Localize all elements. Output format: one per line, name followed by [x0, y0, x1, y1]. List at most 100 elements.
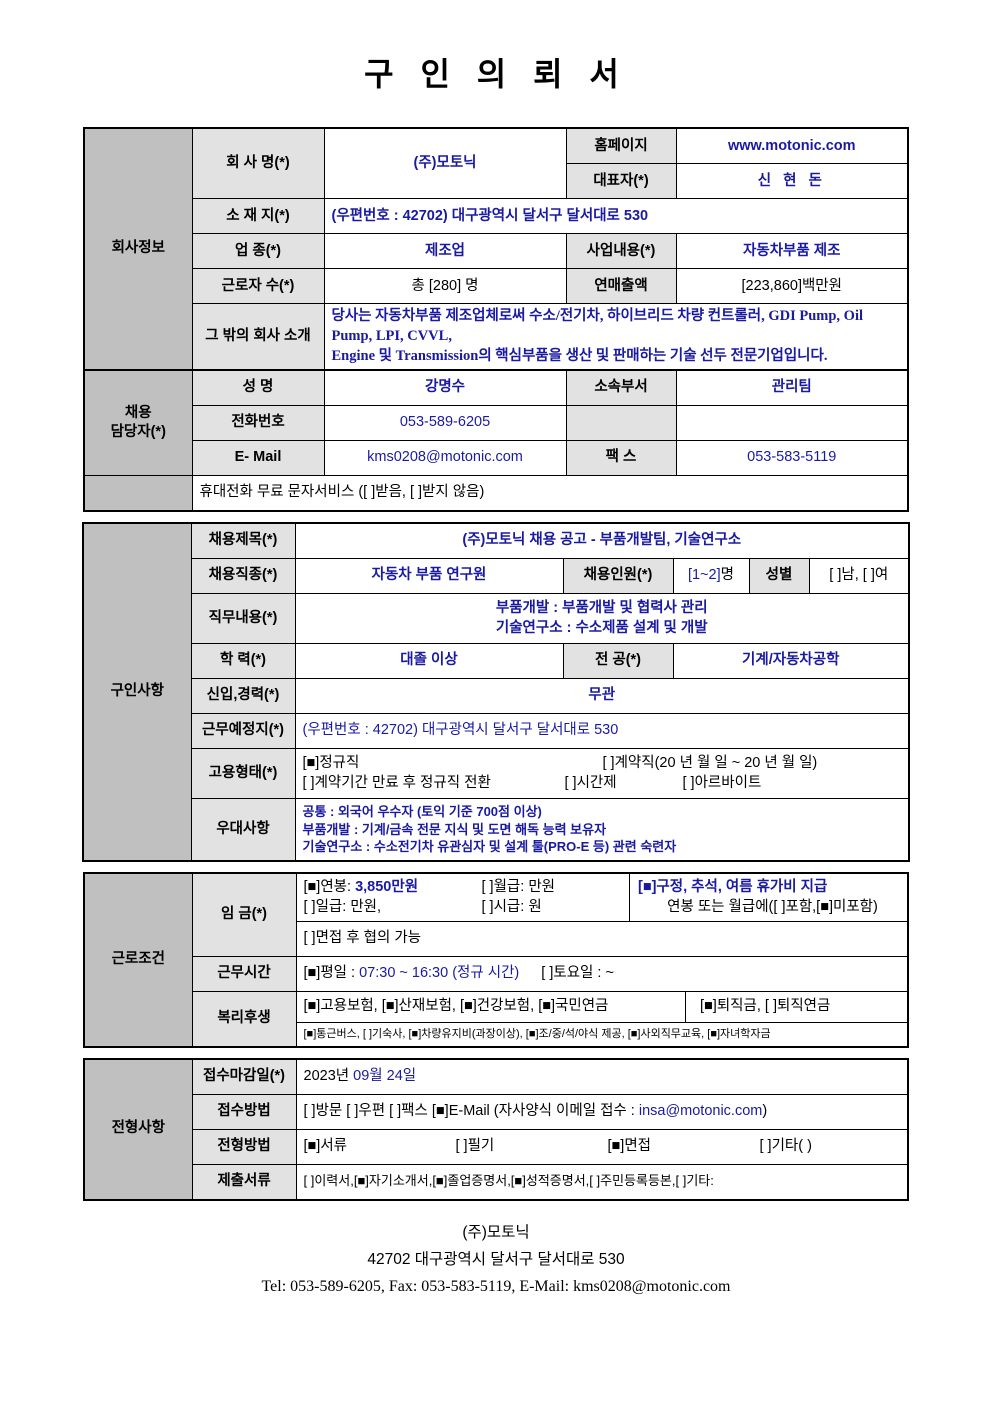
value-address: (우편번호 : 42702) 대구광역시 달서구 달서대로 530 [323, 198, 909, 235]
wage-daily-checkbox[interactable]: [ ]일급: 만원, [303, 898, 382, 915]
table-row: 회사정보 회 사 명(*) (주)모토닉 홈페이지 www.motonic.co… [83, 127, 909, 371]
emptype-parttime-checkbox[interactable]: [ ]시간제 [564, 774, 617, 791]
label-preference: 우대사항 [190, 798, 296, 862]
value-revenue: [223,860]백만원 [675, 268, 909, 305]
label-major: 전 공(*) [562, 643, 674, 680]
label-contact-dept: 소속부서 [565, 369, 677, 407]
selection-method-row: [■]서류 [ ]필기 [■]면접 [ ]기타( ) [304, 1137, 904, 1157]
method-written-checkbox[interactable]: [ ]필기 [455, 1137, 495, 1154]
table-row: 복리후생 [■]고용보험, [■]산재보험, [■]건강보험, [■]국민연금 … [84, 991, 909, 1047]
value-preference: 공통 : 외국어 우수자 (토익 기준 700점 이상) 부품개발 : 기계/금… [294, 798, 910, 862]
value-sms-service-note: 휴대전화 무료 문자서비스 ([ ]받음, [ ]받지 않음) [191, 475, 909, 512]
label-contact-email: E- Mail [191, 440, 325, 477]
value-job-position: 자동차 부품 연구원 [294, 558, 564, 595]
label-wage: 임 금(*) [191, 872, 297, 958]
label-contact-fax: 팩 스 [565, 440, 677, 477]
bonus-holiday-checkbox[interactable]: [■]구정, 추석, 여름 휴가비 지급 [638, 878, 828, 895]
wage-split: [■]연봉: 3,850만원 [ ]월급: 만원 [ ]일급: 만원, [ ]시… [297, 873, 908, 922]
method-other-checkbox[interactable]: [ ]기타( ) [759, 1137, 812, 1154]
required-documents-checkboxes[interactable]: [ ]이력서,[■]자기소개서,[■]졸업증명서,[■]성적증명서,[ ]주민등… [303, 1172, 714, 1188]
emptype-arbeit-checkbox[interactable]: [ ]아르바이트 [682, 774, 762, 791]
value-contact-fax: 053-583-5119 [675, 440, 909, 477]
label-experience: 신입,경력(*) [190, 678, 296, 715]
hours-weekday-checkbox[interactable]: [■]평일 : 07:30 ~ 16:30 (정규 시간) [303, 965, 520, 982]
value-welfare: [■]고용보험, [■]산재보험, [■]건강보험, [■]국민연금 [■]퇴직… [295, 991, 909, 1047]
welfare-retirement-group[interactable]: [■]퇴직금, [ ]퇴직연금 [685, 992, 907, 1022]
value-contact-dept: 관리팀 [675, 369, 909, 407]
bonus-inclusion-checkbox[interactable]: 연봉 또는 월급에([ ]포함,[■]미포함) [667, 898, 878, 915]
label-contact-name: 성 명 [191, 369, 325, 407]
value-gender: [ ]남, [ ]여 [808, 558, 910, 595]
value-worksite: (우편번호 : 42702) 대구광역시 달서구 달서대로 530 [294, 713, 910, 750]
value-homepage: www.motonic.com [675, 127, 909, 165]
emptype-regular-checkbox[interactable]: [■]정규직 [302, 755, 360, 772]
value-company-name: (주)모토닉 [323, 127, 567, 200]
value-ceo: 신 현 돈 [675, 163, 909, 200]
wage-hourly-checkbox[interactable]: [ ]시급: 원 [481, 898, 542, 915]
company-intro-line-1: 당사는 자동차부품 제조업체로써 수소/전기차, 하이브리드 차량 컨트롤러, … [331, 308, 864, 344]
footer-address: 42702 대구광역시 달서구 달서대로 530 [367, 1250, 625, 1268]
table-row: 접수방법 [ ]방문 [ ]우편 [ ]팩스 [■]E-Mail (자사양식 이… [84, 1093, 909, 1130]
label-job-position: 채용직종(*) [190, 558, 296, 595]
table-row: 그 밖의 회사 소개 당사는 자동차부품 제조업체로써 수소/전기차, 하이브리… [84, 303, 909, 371]
wage-monthly-checkbox[interactable]: [ ]월급: 만원 [481, 878, 556, 895]
company-intro-line-2: Engine 및 Transmission의 핵심부품을 생산 및 판매하는 기… [331, 347, 828, 364]
value-headcount: [1~2]명 [672, 558, 750, 595]
value-blank-spacer [675, 405, 909, 442]
footer-contact: Tel: 053-589-6205, Fax: 053-583-5119, E-… [261, 1277, 731, 1295]
deadline-day: 24일 [386, 1067, 417, 1084]
method-document-checkbox[interactable]: [■]서류 [303, 1137, 348, 1154]
method-interview-checkbox[interactable]: [■]면접 [607, 1137, 652, 1154]
company-and-contact-table: 회사정보 회 사 명(*) (주)모토닉 홈페이지 www.motonic.co… [83, 127, 909, 513]
label-company-intro: 그 밖의 회사 소개 [191, 303, 325, 371]
emptype-convert-checkbox[interactable]: [ ]계약기간 만료 후 정규직 전환 [302, 774, 491, 791]
value-employment-type: [■]정규직 [ ]계약직(20 년 월 일 ~ 20 년 월 일) [ ]계약… [294, 748, 910, 800]
table-row: 구인사항 채용제목(*) (주)모토닉 채용 공고 - 부품개발팀, 기술연구소 [82, 522, 910, 862]
hours-saturday-checkbox[interactable]: [ ]토요일 : ~ [541, 965, 614, 982]
document-footer: (주)모토닉 42702 대구광역시 달서구 달서대로 530 Tel: 053… [0, 1219, 992, 1301]
label-headcount: 채용인원(*) [562, 558, 674, 595]
working-conditions-table: 근로조건 임 금(*) [■]연봉: 3,850만원 [ ]월급: 만원 [ ]… [83, 871, 909, 1048]
preference-line-3: 기술연구소 : 수소전기차 유관심자 및 설계 툴(PRO-E 등) 관련 숙련… [302, 839, 677, 855]
duties-line-2: 기술연구소 : 수소제품 설계 및 개발 [495, 619, 708, 636]
wage-annual-checkbox[interactable]: [■]연봉: 3,850만원 [303, 878, 419, 895]
value-education: 대졸 이상 [294, 643, 564, 680]
page-title: 구 인 의 뢰 서 [364, 56, 628, 92]
value-working-hours: [■]평일 : 07:30 ~ 16:30 (정규 시간) [ ]토요일 : ~ [295, 956, 909, 993]
label-selection-method: 전형방법 [191, 1128, 297, 1165]
table-row: 업 종(*) 제조업 사업내용(*) 자동차부품 제조 [84, 233, 909, 270]
table-row: 근로조건 임 금(*) [■]연봉: 3,850만원 [ ]월급: 만원 [ ]… [83, 872, 909, 1047]
table-row: 근무시간 [■]평일 : 07:30 ~ 16:30 (정규 시간) [ ]토요… [84, 956, 909, 993]
label-required-documents: 제출서류 [191, 1163, 297, 1200]
value-selection-method: [■]서류 [ ]필기 [■]면접 [ ]기타( ) [295, 1128, 909, 1165]
apply-method-checkboxes[interactable]: [ ]방문 [ ]우편 [ ]팩스 [■]E-Mail (자사양식 이메일 접수… [303, 1102, 639, 1119]
bonus-group: [■]구정, 추석, 여름 휴가비 지급 연봉 또는 월급에([ ]포함,[■]… [629, 873, 907, 922]
section-label-company-info: 회사정보 [83, 127, 193, 371]
label-education: 학 력(*) [190, 643, 296, 680]
label-company-name: 회 사 명(*) [191, 127, 325, 200]
footer-company-name: (주)모토닉 [462, 1223, 530, 1241]
value-job-title: (주)모토닉 채용 공고 - 부품개발팀, 기술연구소 [294, 522, 910, 560]
emptype-contract-checkbox[interactable]: [ ]계약직(20 년 월 일 ~ 20 년 월 일) [602, 755, 818, 772]
table-row: E- Mail kms0208@motonic.com 팩 스 053-583-… [84, 440, 909, 477]
table-row: 전화번호 053-589-6205 [84, 405, 909, 442]
wage-negotiable-checkbox[interactable]: [ ]면접 후 협의 가능 [303, 930, 422, 947]
section-label-spacer [83, 475, 193, 512]
value-duties: 부품개발 : 부품개발 및 협력사 관리 기술연구소 : 수소제품 설계 및 개… [294, 593, 910, 645]
welfare-insurance-group[interactable]: [■]고용보험, [■]산재보험, [■]건강보험, [■]국민연금 [303, 998, 609, 1015]
contact-section-label-line1: 채용 [124, 404, 152, 421]
table-row: 전형방법 [■]서류 [ ]필기 [■]면접 [ ]기타( ) [84, 1128, 909, 1165]
label-working-hours: 근무시간 [191, 956, 297, 993]
section-label-selection-process: 전형사항 [83, 1058, 193, 1200]
apply-close-paren: ) [762, 1102, 768, 1119]
welfare-extras-group[interactable]: [■]통근버스, [ ]기숙사, [■]차량유지비(과장이상), [■]조/중/… [296, 1021, 907, 1046]
table-row: 고용형태(*) [■]정규직 [ ]계약직(20 년 월 일 ~ 20 년 월 … [83, 748, 910, 800]
table-row: 제출서류 [ ]이력서,[■]자기소개서,[■]졸업증명서,[■]성적증명서,[… [84, 1163, 909, 1200]
table-row: 소 재 지(*) (우편번호 : 42702) 대구광역시 달서구 달서대로 5… [84, 198, 909, 235]
job-details-table: 구인사항 채용제목(*) (주)모토닉 채용 공고 - 부품개발팀, 기술연구소… [82, 522, 910, 862]
value-required-documents: [ ]이력서,[■]자기소개서,[■]졸업증명서,[■]성적증명서,[ ]주민등… [295, 1163, 909, 1200]
apply-email-link[interactable]: insa@motonic.com [638, 1102, 763, 1119]
label-business-content: 사업내용(*) [565, 233, 677, 270]
label-duties: 직무내용(*) [190, 593, 296, 645]
wage-line-2: [ ]일급: 만원, [ ]시급: 원 [304, 898, 630, 918]
